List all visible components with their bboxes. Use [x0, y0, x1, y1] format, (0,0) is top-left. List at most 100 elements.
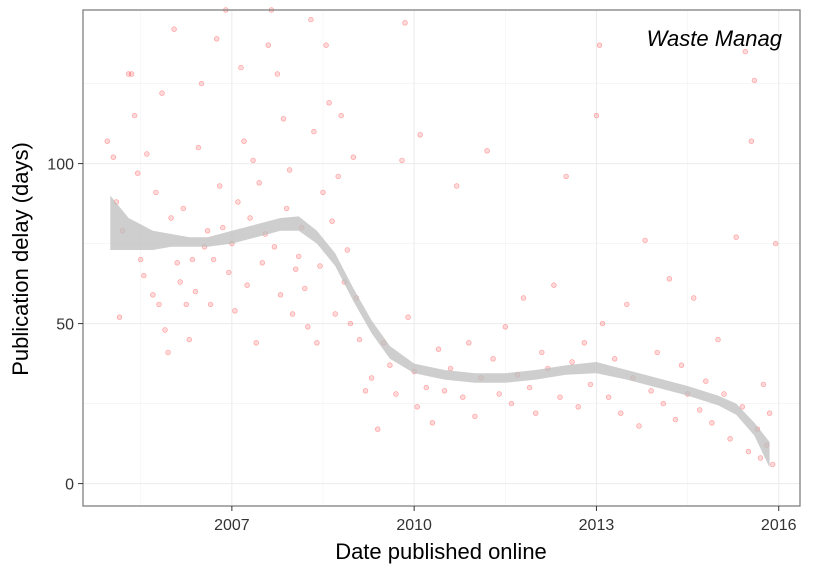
data-point — [636, 423, 642, 429]
data-point — [214, 36, 220, 42]
data-point — [265, 42, 271, 48]
data-point — [116, 314, 123, 320]
data-point — [204, 228, 211, 234]
data-point — [183, 301, 190, 308]
data-point — [171, 26, 177, 32]
data-point — [520, 295, 527, 301]
data-point — [277, 292, 284, 298]
data-point — [696, 407, 703, 413]
data-point — [198, 80, 205, 87]
data-point — [320, 189, 326, 196]
data-point — [642, 237, 648, 244]
data-point — [387, 362, 393, 368]
data-point — [135, 170, 141, 176]
data-point — [460, 394, 466, 400]
data-point — [375, 426, 381, 432]
data-point — [338, 112, 344, 119]
data-point — [110, 154, 117, 160]
y-tick-label: 0 — [65, 477, 74, 494]
data-point — [666, 276, 673, 282]
data-point — [241, 138, 247, 144]
data-point — [739, 404, 745, 410]
data-point — [748, 138, 755, 144]
data-point — [159, 90, 165, 96]
data-point — [526, 384, 533, 391]
data-point — [280, 116, 287, 122]
data-point — [153, 189, 159, 196]
data-point — [210, 256, 217, 263]
data-point — [286, 167, 293, 173]
data-point — [350, 154, 357, 160]
data-point — [293, 266, 299, 272]
panel-border — [82, 9, 801, 507]
data-point — [144, 151, 150, 157]
data-point — [441, 388, 448, 394]
data-point — [274, 71, 281, 77]
panel-label: Waste Manag — [647, 26, 783, 51]
data-point — [672, 416, 679, 423]
data-point — [323, 42, 329, 48]
data-point — [368, 375, 375, 381]
data-point — [150, 292, 156, 298]
data-point — [624, 301, 630, 308]
data-point — [551, 282, 557, 288]
data-point — [742, 48, 748, 55]
data-point — [250, 157, 256, 164]
data-point — [347, 320, 354, 327]
data-point — [703, 378, 709, 384]
data-point — [593, 112, 600, 119]
data-point — [435, 346, 442, 352]
data-point — [721, 391, 727, 397]
data-point — [356, 336, 363, 343]
data-point — [256, 180, 262, 186]
data-point — [362, 388, 369, 394]
x-axis-title: Date published online — [335, 539, 547, 564]
data-point — [611, 356, 618, 362]
data-point — [235, 199, 241, 205]
data-point — [423, 384, 429, 391]
data-point — [402, 20, 408, 26]
data-point — [690, 295, 697, 301]
data-point — [563, 173, 569, 180]
data-point — [259, 260, 265, 266]
data-point — [508, 400, 515, 407]
data-point — [217, 183, 223, 189]
data-point — [156, 301, 162, 308]
data-point — [484, 148, 490, 154]
data-point — [751, 77, 758, 84]
data-point — [271, 244, 278, 250]
data-point — [539, 349, 545, 356]
data-point — [305, 324, 311, 330]
x-tick-label: 2007 — [214, 517, 250, 534]
data-point — [393, 391, 399, 397]
data-point — [757, 455, 764, 461]
data-point — [174, 260, 180, 266]
data-point — [308, 16, 314, 23]
data-point — [177, 279, 183, 285]
data-point — [162, 327, 168, 333]
data-point — [581, 340, 587, 346]
y-axis-title: Publication delay (days) — [8, 142, 33, 376]
data-point — [104, 138, 111, 144]
data-point — [283, 205, 290, 212]
data-point — [575, 404, 581, 410]
data-point — [207, 301, 214, 308]
data-point — [769, 461, 776, 468]
data-point — [296, 253, 302, 260]
data-point — [709, 420, 715, 426]
data-point — [760, 381, 767, 388]
data-point — [311, 128, 317, 135]
y-tick-label: 100 — [47, 157, 74, 174]
data-point — [678, 362, 685, 368]
data-point — [532, 410, 539, 416]
data-point — [599, 320, 606, 327]
data-point — [587, 381, 594, 388]
data-point — [326, 100, 332, 106]
data-point — [618, 410, 624, 416]
data-point — [329, 218, 335, 224]
data-point — [247, 215, 253, 221]
data-point — [302, 285, 308, 292]
data-point — [569, 359, 575, 365]
